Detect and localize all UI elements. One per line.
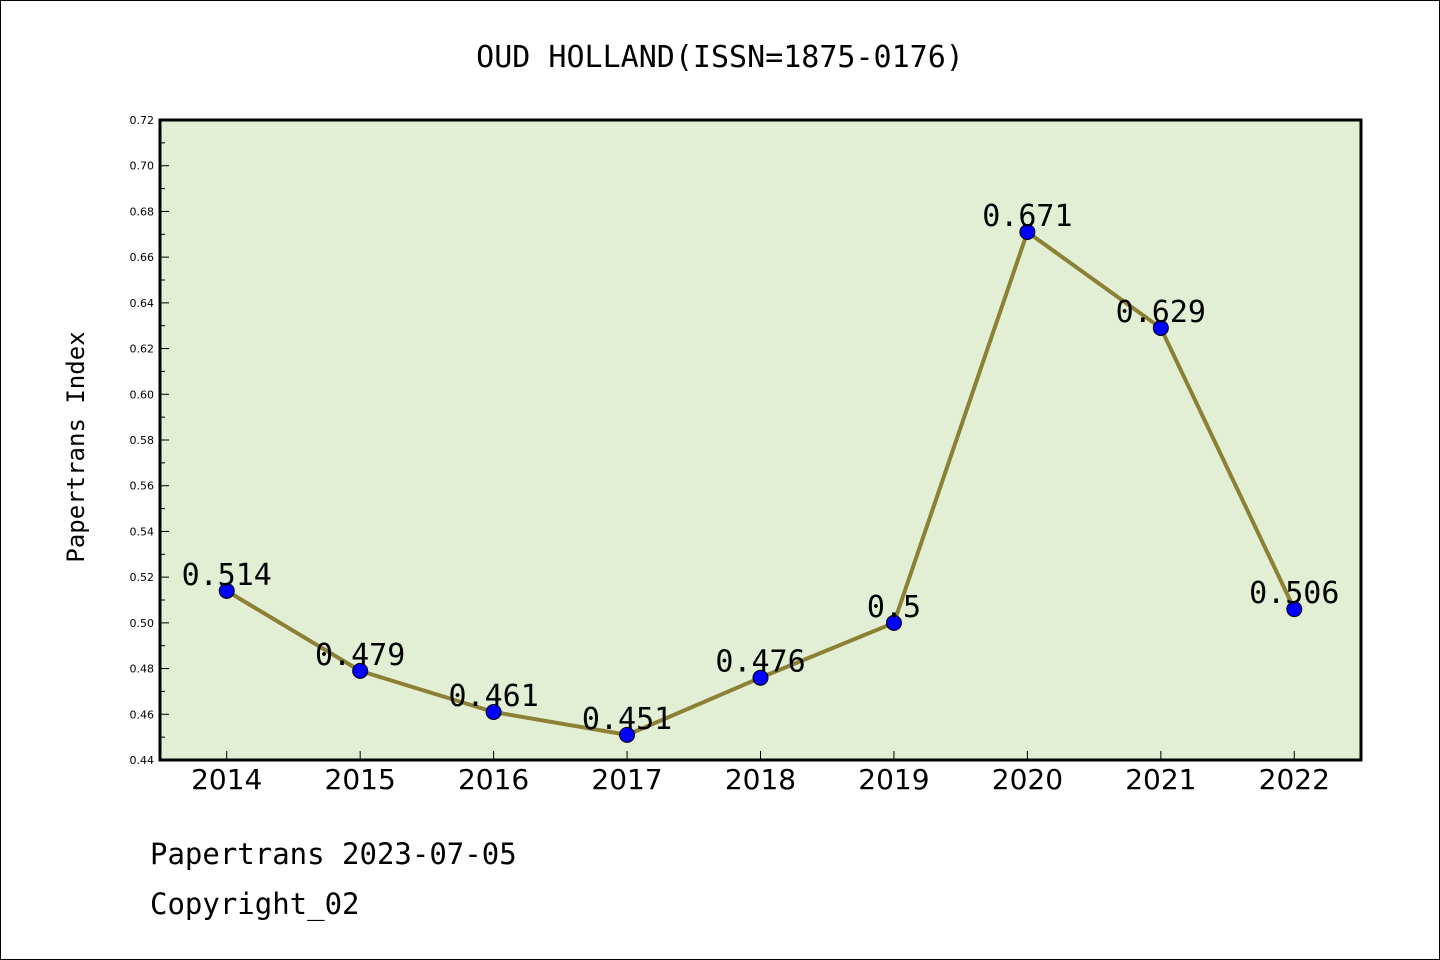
y-tick-label: 0.46: [130, 708, 155, 721]
footer-date: Papertrans 2023-07-05: [150, 837, 517, 871]
x-tick-label: 2022: [1259, 763, 1330, 796]
data-label: 0.451: [582, 702, 672, 737]
data-label: 0.5: [867, 590, 921, 625]
y-tick-label: 0.64: [130, 297, 155, 310]
y-tick-label: 0.60: [130, 388, 155, 401]
x-tick-label: 2015: [325, 763, 396, 796]
data-label: 0.671: [982, 199, 1072, 234]
plot-area: [158, 118, 1363, 762]
data-point: [352, 662, 369, 679]
x-tick-label: 2017: [591, 763, 662, 796]
data-point: [1286, 601, 1303, 618]
footer-copyright: Copyright_02: [150, 887, 360, 922]
data-point: [885, 614, 902, 631]
data-point: [752, 669, 769, 686]
data-labels: 0.514 0.479 0.461 0.451 0.476 0.5 0.671 0.629 0.…: [182, 199, 1340, 737]
data-point: [1152, 320, 1169, 336]
chart-title: OUD HOLLAND(ISSN=1875-0176): [476, 40, 964, 75]
data-label: 0.461: [448, 679, 538, 714]
x-tick-label: 2016: [458, 763, 529, 796]
data-point: [485, 704, 502, 720]
x-axis-ticks: 2014 2015 2016 2017 2018 2019 2020 2021 2022: [191, 751, 1330, 796]
data-point: [1019, 224, 1036, 240]
data-point: [619, 726, 636, 743]
data-label: 0.479: [315, 638, 405, 673]
y-tick-label: 0.56: [130, 480, 155, 493]
y-tick-label: 0.72: [130, 114, 155, 127]
x-tick-label: 2020: [992, 763, 1063, 796]
x-tick-label: 2019: [858, 763, 929, 796]
y-tick-label: 0.52: [130, 571, 155, 584]
data-label: 0.514: [182, 558, 272, 593]
data-point: [218, 582, 235, 599]
y-tick-label: 0.54: [130, 525, 155, 538]
data-label: 0.476: [715, 645, 805, 680]
x-tick-label: 2021: [1125, 763, 1196, 796]
y-tick-label: 0.58: [130, 434, 155, 447]
y-axis-ticks: 0.44 0.46 0.48 0.50 0.52 0.54 0.56 0.58 0.60 0.62…: [130, 114, 169, 767]
data-label: 0.629: [1116, 295, 1206, 330]
y-tick-label: 0.62: [130, 343, 155, 356]
y-tick-label: 0.50: [130, 617, 155, 630]
y-tick-label: 0.44: [130, 754, 155, 767]
y-axis-label: Papertrans Index: [62, 331, 90, 562]
y-tick-label: 0.66: [130, 251, 155, 264]
y-tick-label: 0.70: [130, 160, 155, 173]
y-tick-label: 0.68: [130, 205, 155, 218]
x-tick-label: 2018: [725, 763, 796, 796]
x-tick-label: 2014: [191, 763, 262, 796]
data-markers: [218, 224, 1303, 743]
y-tick-label: 0.48: [130, 663, 155, 676]
data-label: 0.506: [1249, 576, 1339, 611]
